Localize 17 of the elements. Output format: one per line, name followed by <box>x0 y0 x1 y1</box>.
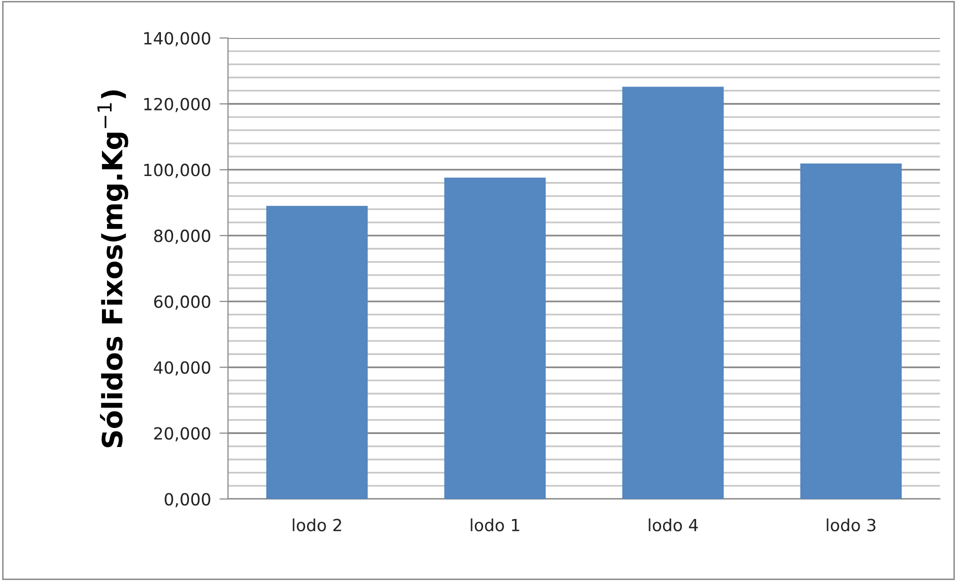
x-tick-label: lodo 1 <box>470 518 520 532</box>
y-axis-title: Sólidos Fixos(mg.Kg$^{−1}$) <box>97 90 128 448</box>
x-tick-label: lodo 3 <box>826 518 876 532</box>
y-tick-label: 120,000 <box>144 98 210 112</box>
bar <box>800 163 902 499</box>
y-tick-label: 140,000 <box>144 32 210 46</box>
bar <box>622 86 724 499</box>
y-tick-label: 0,000 <box>164 492 210 508</box>
x-tick-label: lodo 4 <box>648 518 698 532</box>
y-tick-label: 20,000 <box>154 427 210 442</box>
y-tick-label: 40,000 <box>154 361 210 376</box>
x-tick-label: lodo 2 <box>292 518 342 532</box>
bar <box>266 206 368 499</box>
bar <box>444 178 546 499</box>
y-tick-label: 60,000 <box>154 295 210 310</box>
y-tick-label: 100,000 <box>144 164 210 178</box>
y-tick-label: 80,000 <box>154 230 210 244</box>
